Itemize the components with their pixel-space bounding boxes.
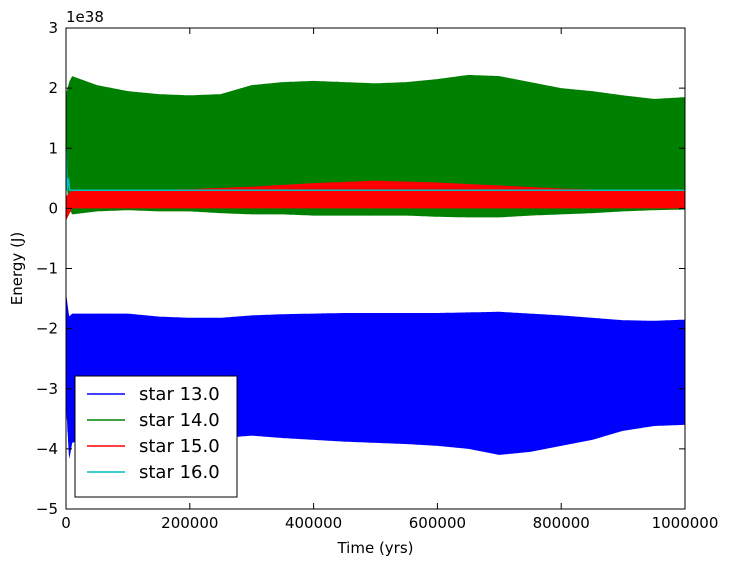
y-tick-label: 1 xyxy=(48,139,58,157)
legend-label: star 13.0 xyxy=(139,384,220,405)
legend-label: star 14.0 xyxy=(139,410,220,431)
y-tick-label: 2 xyxy=(48,79,58,97)
legend: star 13.0 star 14.0 star 15.0 star 16.0 xyxy=(74,375,238,498)
y-tick-label: 0 xyxy=(48,199,58,217)
y-tick-label: −4 xyxy=(36,440,58,458)
x-axis-label: Time (yrs) xyxy=(336,539,413,557)
y-tick-label: −5 xyxy=(36,500,58,518)
legend-label: star 16.0 xyxy=(139,462,220,483)
x-tick-label: 0 xyxy=(61,514,71,532)
y-tick-label: −3 xyxy=(36,380,58,398)
y-tick-label: −2 xyxy=(36,320,58,338)
x-tick-label: 600000 xyxy=(409,514,466,532)
series-line-star-14-0 xyxy=(66,75,685,218)
y-tick-label: −1 xyxy=(36,260,58,278)
x-tick-label: 1000000 xyxy=(652,514,719,532)
series-line-star-16-0 xyxy=(66,148,685,192)
y-axis-label: Energy (J) xyxy=(8,232,26,305)
x-tick-label: 400000 xyxy=(285,514,342,532)
series-line-star-15-0 xyxy=(66,181,685,219)
y-tick-label: 3 xyxy=(48,19,58,37)
legend-label: star 15.0 xyxy=(139,436,220,457)
legend-box xyxy=(74,375,238,498)
x-tick-label: 200000 xyxy=(161,514,218,532)
axis-ticks: 0 200000 400000 600000 800000 1000000 −5 −4 −3 −2… xyxy=(36,19,719,532)
x-tick-label: 800000 xyxy=(533,514,590,532)
y-offset-label: 1e38 xyxy=(66,8,104,26)
